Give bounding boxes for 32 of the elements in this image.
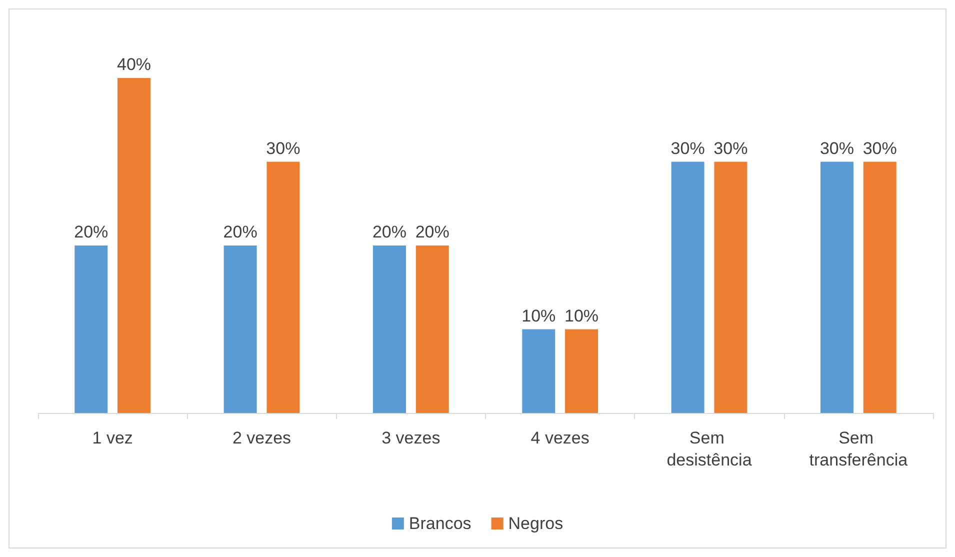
bar [522, 329, 556, 413]
data-label: 30% [862, 138, 897, 158]
x-tick-label: 3 vezes [382, 428, 440, 448]
data-label: 20% [223, 222, 258, 242]
bar [863, 162, 896, 413]
bar [565, 329, 598, 413]
bar [820, 162, 854, 413]
data-label: 30% [266, 138, 300, 158]
bar [416, 246, 449, 413]
data-label: 10% [522, 306, 556, 326]
data-label: 30% [670, 138, 705, 158]
x-tick-label: 1 vez [92, 428, 133, 448]
bar [74, 246, 108, 413]
x-tick-label: Sem desistência [666, 428, 752, 470]
bar [266, 162, 300, 413]
x-tick-label: 2 vezes [232, 428, 292, 448]
bar [224, 246, 257, 413]
data-label: 30% [820, 138, 854, 158]
bar [372, 246, 406, 413]
data-label: 20% [372, 222, 406, 242]
data-label: 10% [564, 306, 599, 326]
bar [118, 78, 151, 413]
legend-label: Brancos [408, 514, 472, 533]
x-tick-label: 4 vezes [530, 428, 590, 448]
legend-label: Negros [508, 514, 564, 533]
bar [714, 162, 748, 413]
bar [671, 162, 704, 413]
x-tick-label: Sem transferência [809, 428, 908, 470]
data-label: 30% [714, 138, 748, 158]
data-label: 20% [74, 222, 108, 242]
data-label: 40% [117, 55, 152, 74]
data-label: 20% [415, 222, 450, 242]
